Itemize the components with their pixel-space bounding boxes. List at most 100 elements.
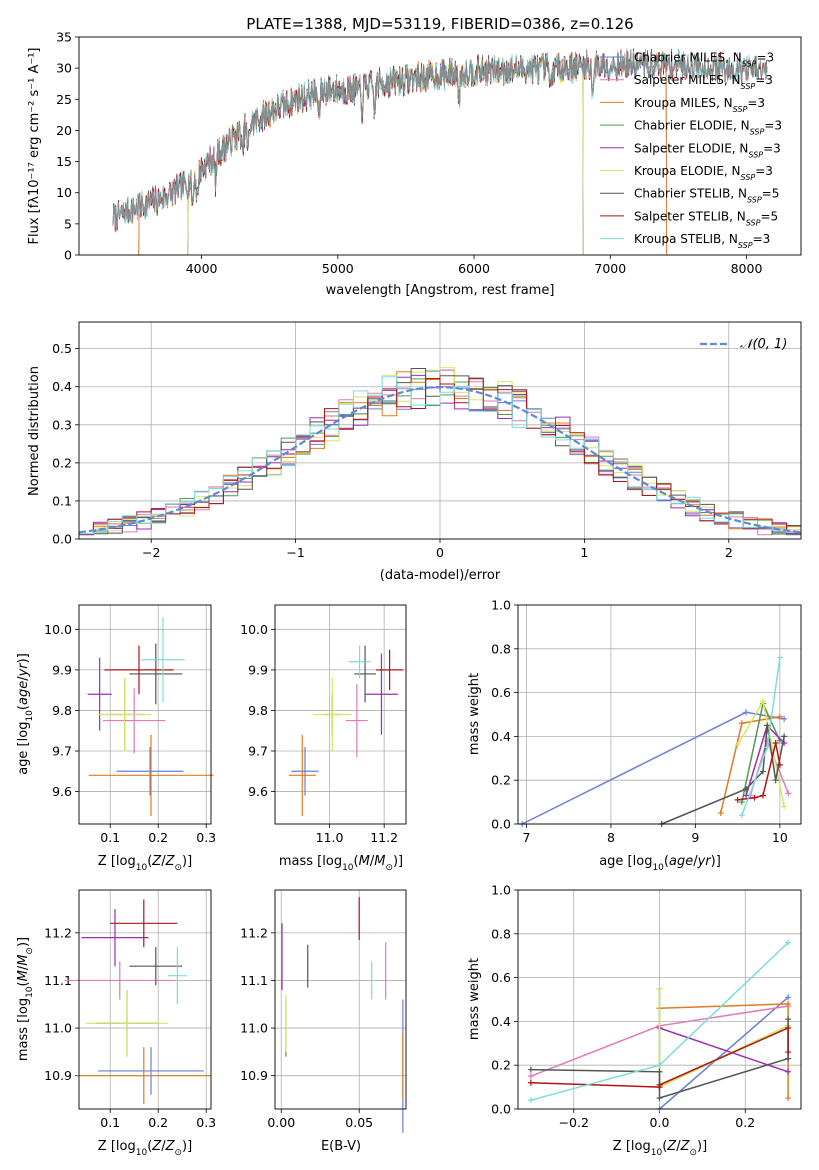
- label-part: Chabrier ELODIE, N: [634, 119, 750, 133]
- y-tick-label: 1.0: [491, 598, 511, 613]
- point-marker: [785, 1024, 792, 1031]
- plot-frame: [517, 889, 802, 1110]
- legend-label: Salpeter MILES, NSSP=3: [634, 73, 773, 91]
- y-tick-label: 0.4: [491, 729, 511, 744]
- x-tick-label: 1: [580, 545, 588, 560]
- x-tick-label: 10: [772, 830, 788, 845]
- y-axis-label: Normed distribution: [27, 366, 42, 496]
- label-part: 10: [136, 1148, 148, 1158]
- y-tick-label: 11.1: [44, 973, 72, 988]
- label-part: /: [16, 676, 31, 681]
- x-tick-label: 5000: [322, 261, 354, 276]
- label-part: ⊙: [385, 863, 393, 873]
- y-tick-label: 0.4: [491, 1014, 511, 1029]
- x-tick-label: 0.0: [650, 1115, 670, 1130]
- point-marker: [785, 1000, 792, 1007]
- point-marker: [785, 1055, 792, 1062]
- errorbar-kroupa-stelib: [141, 617, 185, 703]
- label-part: SSP: [741, 82, 756, 91]
- point-marker: [738, 812, 745, 819]
- point-marker: [772, 777, 779, 784]
- y-tick-label: 11.2: [240, 925, 268, 940]
- legend-label: Salpeter STELIB, NSSP=5: [634, 209, 778, 227]
- x-tick-label: 11.2: [370, 830, 398, 845]
- errorbar-chabrier-stelib: [354, 645, 376, 703]
- point-marker: [781, 803, 788, 810]
- label-part: =3: [755, 164, 773, 178]
- x-tick-label: 9: [691, 830, 699, 845]
- point-marker: [527, 1066, 534, 1073]
- gaussian-reference-curve: [78, 385, 802, 534]
- label-part: Z: [151, 1139, 162, 1154]
- point-marker: [656, 1068, 663, 1075]
- label-part: age [: [16, 741, 31, 774]
- label-part: age [: [599, 854, 632, 869]
- point-marker: [743, 785, 750, 792]
- errorbar-kroupa-miles: [288, 734, 316, 816]
- age_vs_Z-axes: 0.1 0.2 0.3 9.6 9.7 9.8 9.9 10.0: [44, 605, 216, 845]
- errorbar-chabrier-miles: [98, 1047, 204, 1095]
- label-part: SSP: [746, 218, 761, 227]
- x-tick-label: 7: [522, 830, 530, 845]
- label-part: /: [676, 1139, 681, 1154]
- label-part: )]: [182, 854, 192, 869]
- plot-frame: [78, 889, 212, 1110]
- point-marker: [776, 761, 783, 768]
- label-part: Salpeter ELODIE, N: [634, 141, 748, 155]
- label-part: )]: [697, 1139, 707, 1154]
- label-part: ⊙: [25, 947, 35, 955]
- label-part: SSP: [747, 195, 762, 204]
- x-tick-label: 0.2: [735, 1115, 755, 1130]
- label-part: M: [374, 854, 385, 869]
- y-tick-label: 30: [56, 61, 72, 76]
- label-part: mass [: [16, 1018, 31, 1061]
- y-tick-label: 9.6: [248, 784, 268, 799]
- errorbar-kroupa-stelib: [167, 947, 187, 1005]
- label-part: log: [322, 854, 342, 869]
- point-marker: [785, 1049, 792, 1056]
- errorbar-kroupa-elodie: [86, 989, 168, 1057]
- y-tick-label: 9.9: [248, 662, 268, 677]
- label-part: log: [631, 1139, 651, 1154]
- errorbar-kroupa-miles: [76, 1047, 211, 1105]
- plot-frame: [78, 36, 802, 256]
- point-marker: [759, 698, 766, 705]
- x-axis-label: wavelength [Angstrom, rest frame]: [326, 283, 555, 298]
- mass_vs_ebv-axes: 0.00 0.05 10.9 11.0 11.1 11.2: [240, 890, 406, 1133]
- x-tick-label: 0.1: [100, 830, 120, 845]
- label-part: =3: [753, 232, 771, 246]
- y-tick-label: 0.0: [491, 1102, 511, 1117]
- label-part: )]: [393, 854, 403, 869]
- point-marker: [785, 1095, 792, 1102]
- label-part: Z: [680, 1139, 691, 1154]
- errorbar-salpeter-stelib: [104, 645, 174, 695]
- label-part: Salpeter MILES, N: [634, 73, 741, 87]
- label-part: mass [: [279, 854, 322, 869]
- label-part: =3: [764, 119, 782, 133]
- label-part: yr: [697, 854, 713, 869]
- errorbar-salpeter-stelib: [110, 899, 178, 948]
- legend-label: Kroupa STELIB, NSSP=3: [634, 232, 770, 250]
- label-part: 10: [652, 863, 664, 873]
- point-marker: [776, 713, 783, 720]
- label-part: SSP: [750, 127, 765, 136]
- age_vs_mass-axes: 11.0 11.2 9.6 9.7 9.8 9.9 10.0: [240, 605, 406, 845]
- label-part: M: [359, 854, 370, 869]
- x-tick-label: 7000: [594, 261, 626, 276]
- y-tick-label: 10.0: [44, 622, 72, 637]
- y-tick-label: 10: [56, 185, 72, 200]
- label-part: 10: [136, 863, 148, 873]
- errorbar-kroupa-miles: [88, 734, 214, 816]
- x-axis-label: mass [log10(M/M⊙)]: [279, 854, 403, 873]
- label-part: =3: [755, 73, 773, 87]
- point-marker: [759, 768, 766, 775]
- errorbar-salpeter-miles: [345, 684, 368, 758]
- line-kroupa-miles: [659, 1003, 789, 1098]
- y-axis-label: age [log10(age/yr)]: [16, 653, 35, 775]
- errorbar-salpeter-miles: [64, 961, 175, 1000]
- point-marker: [656, 985, 663, 992]
- y-tick-label: 0.4: [52, 379, 72, 394]
- label-part: Kroupa MILES, N: [634, 96, 733, 110]
- errorbar-chabrier-miles: [291, 746, 319, 796]
- point-marker: [781, 715, 788, 722]
